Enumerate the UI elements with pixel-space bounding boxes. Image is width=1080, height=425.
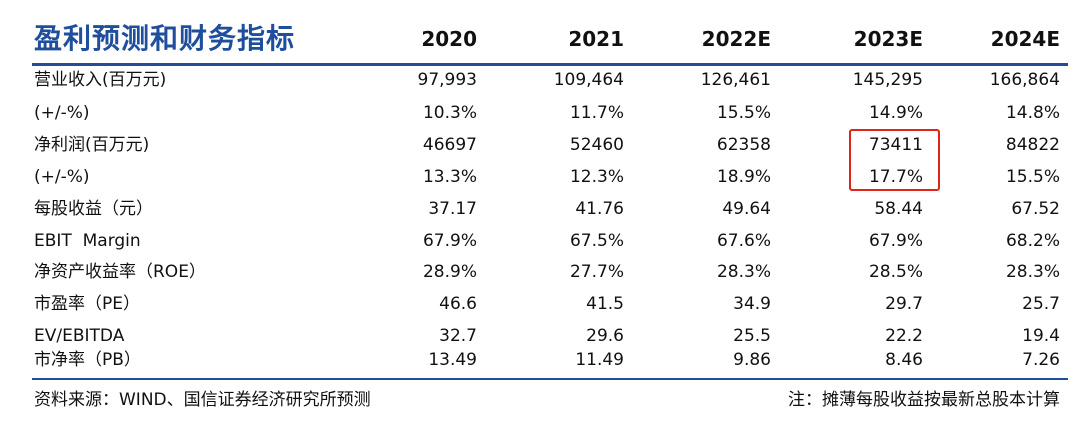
year-header-5: 2024E [990, 27, 1060, 51]
row-label: 市净率（PB） [34, 350, 141, 370]
row-label: (+/-%) [34, 103, 90, 123]
table-cell: 67.9% [868, 231, 923, 251]
eps-note: 注：摊薄每股收益按最新总股本计算 [788, 390, 1060, 410]
table-cell: 15.5% [716, 103, 771, 123]
table-cell: 126,461 [700, 70, 771, 90]
table-row: 每股收益（元） 37.17 41.76 49.64 58.44 67.52 [18, 193, 1068, 226]
table-row: EV/EBITDA 32.7 29.6 25.5 22.2 19.4 [18, 320, 1068, 353]
table-row: (+/-%) 13.3% 12.3% 18.9% 17.7% 15.5% [18, 161, 1068, 194]
table-cell: 17.7% [868, 167, 923, 187]
table-row: (+/-%) 10.3% 11.7% 15.5% 14.9% 14.8% [18, 97, 1068, 130]
year-header-4: 2023E [853, 27, 923, 51]
table-bottom-rule [32, 378, 1068, 380]
table-row: 净资产收益率（ROE） 28.9% 27.7% 28.3% 28.5% 28.3… [18, 256, 1068, 289]
table-cell: 14.9% [868, 103, 923, 123]
row-label: 市盈率（PE） [34, 294, 140, 314]
table-cell: 18.9% [716, 167, 771, 187]
source-note: 资料来源：WIND、国信证券经济研究所预测 [34, 390, 371, 410]
table-cell: 32.7 [439, 326, 477, 346]
table-cell: 28.3% [1005, 262, 1060, 282]
table-cell: 97,993 [417, 70, 477, 90]
table-cell: 22.2 [885, 326, 923, 346]
table-cell: 29.6 [586, 326, 624, 346]
table-cell: 11.7% [569, 103, 624, 123]
table-row: 净利润(百万元) 46697 52460 62358 73411 84822 [18, 129, 1068, 162]
table-cell: 67.9% [422, 231, 477, 251]
table-cell: 12.3% [569, 167, 624, 187]
table-cell: 109,464 [553, 70, 624, 90]
table-cell: 62358 [716, 135, 771, 155]
table-cell: 15.5% [1005, 167, 1060, 187]
table-cell: 25.5 [733, 326, 771, 346]
table-cell: 84822 [1005, 135, 1060, 155]
table-cell: 28.9% [422, 262, 477, 282]
table-cell: 7.26 [1022, 350, 1060, 370]
table-cell: 9.86 [733, 350, 771, 370]
table-row: EBIT Margin 67.9% 67.5% 67.6% 67.9% 68.2… [18, 225, 1068, 258]
table-cell: 68.2% [1005, 231, 1060, 251]
row-label: 每股收益（元） [34, 199, 153, 219]
table-cell: 46.6 [439, 294, 477, 314]
row-label: 净利润(百万元) [34, 135, 150, 155]
table-title: 盈利预测和财务指标 [34, 22, 296, 55]
table-cell: 58.44 [874, 199, 923, 219]
table-cell: 27.7% [569, 262, 624, 282]
table-cell: 41.76 [575, 199, 624, 219]
table-cell: 145,295 [852, 70, 923, 90]
table-header: 盈利预测和财务指标 2020 2021 2022E 2023E 2024E [18, 18, 1068, 60]
highlight-box [849, 129, 940, 191]
row-label: EBIT Margin [34, 231, 141, 251]
header-divider [32, 63, 1068, 66]
table-cell: 73411 [868, 135, 923, 155]
table-cell: 41.5 [586, 294, 624, 314]
table-cell: 34.9 [733, 294, 771, 314]
table-cell: 49.64 [722, 199, 771, 219]
year-header-3: 2022E [701, 27, 771, 51]
table-cell: 13.49 [428, 350, 477, 370]
table-row: 营业收入(百万元) 97,993 109,464 126,461 145,295… [18, 64, 1068, 97]
row-label: EV/EBITDA [34, 326, 125, 346]
table-cell: 29.7 [885, 294, 923, 314]
table-cell: 19.4 [1022, 326, 1060, 346]
table-cell: 67.6% [716, 231, 771, 251]
table-cell: 67.5% [569, 231, 624, 251]
table-cell: 67.52 [1011, 199, 1060, 219]
table-cell: 37.17 [428, 199, 477, 219]
table-cell: 10.3% [422, 103, 477, 123]
year-header-2: 2021 [568, 27, 624, 51]
table-cell: 166,864 [989, 70, 1060, 90]
table-cell: 11.49 [575, 350, 624, 370]
table-cell: 14.8% [1005, 103, 1060, 123]
financial-forecast-table: 盈利预测和财务指标 2020 2021 2022E 2023E 2024E 营业… [18, 0, 1068, 425]
table-cell: 52460 [569, 135, 624, 155]
table-row: 市净率（PB） 13.49 11.49 9.86 8.46 7.26 [18, 344, 1068, 377]
row-label: 净资产收益率（ROE） [34, 262, 206, 282]
table-row: 市盈率（PE） 46.6 41.5 34.9 29.7 25.7 [18, 288, 1068, 321]
table-cell: 25.7 [1022, 294, 1060, 314]
table-cell: 46697 [422, 135, 477, 155]
row-label: 营业收入(百万元) [34, 70, 167, 90]
table-cell: 28.3% [716, 262, 771, 282]
table-cell: 13.3% [422, 167, 477, 187]
table-cell: 28.5% [868, 262, 923, 282]
table-cell: 8.46 [885, 350, 923, 370]
row-label: (+/-%) [34, 167, 90, 187]
year-header-1: 2020 [421, 27, 477, 51]
